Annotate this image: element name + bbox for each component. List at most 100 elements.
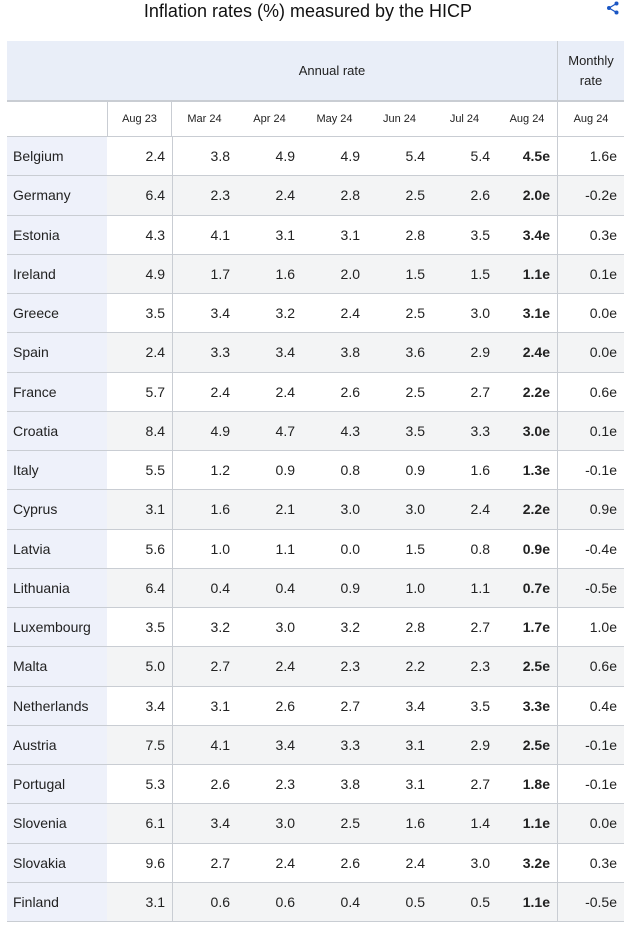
table-cell: 2.5 (367, 176, 432, 216)
table-cell: 3.1 (302, 215, 367, 255)
table-cell: 0.7e (497, 568, 557, 608)
table-cell: 0.8 (302, 451, 367, 491)
table-cell: 2.3 (432, 647, 497, 687)
table-cell: 2.6 (432, 176, 497, 216)
table-cell: 3.4 (237, 725, 302, 765)
table-cell: 8.4 (107, 411, 172, 451)
table-cell: 1.5 (432, 254, 497, 294)
table-cell: 3.0 (237, 608, 302, 648)
table-cell: 3.1 (367, 765, 432, 805)
row-label: Cyprus (7, 490, 107, 530)
table-cell: 2.5 (367, 294, 432, 334)
column-header: Aug 24 (497, 101, 557, 137)
table-cell: 2.2 (367, 647, 432, 687)
row-label: Slovenia (7, 804, 107, 844)
header-corner (7, 41, 107, 101)
table-cell: 4.3 (302, 411, 367, 451)
table-cell: 2.4 (237, 176, 302, 216)
table-cell: 1.1e (497, 804, 557, 844)
table-cell: 2.5 (367, 372, 432, 412)
table-cell: 6.4 (107, 568, 172, 608)
table-cell: 1.6e (557, 137, 624, 177)
table-cell: 0.9 (367, 451, 432, 491)
table-cell: 3.0 (432, 843, 497, 883)
table-cell: 1.2 (172, 451, 237, 491)
table-cell: 4.9 (237, 137, 302, 177)
table-cell: 2.4 (367, 843, 432, 883)
table-cell: -0.5e (557, 882, 624, 922)
table-cell: 3.5 (107, 608, 172, 648)
table-cell: 0.1e (557, 411, 624, 451)
table-cell: 0.5 (367, 882, 432, 922)
table-cell: 2.4 (107, 137, 172, 177)
column-header: Aug 23 (107, 101, 172, 137)
table-cell: 5.4 (432, 137, 497, 177)
table-cell: 0.0e (557, 333, 624, 373)
row-label: Slovakia (7, 843, 107, 883)
table-cell: -0.5e (557, 568, 624, 608)
group-header: Annual rate (107, 41, 557, 101)
table-cell: 5.7 (107, 372, 172, 412)
table-cell: 3.2 (237, 294, 302, 334)
table-cell: 3.5 (432, 686, 497, 726)
table-cell: 2.4 (107, 333, 172, 373)
table-cell: 4.9 (172, 411, 237, 451)
table-cell: 0.6 (237, 882, 302, 922)
table-cell: 2.4 (432, 490, 497, 530)
table-cell: 3.1 (367, 725, 432, 765)
table-cell: 3.0 (302, 490, 367, 530)
table-cell: 3.4 (107, 686, 172, 726)
table-cell: 2.0e (497, 176, 557, 216)
table-cell: 3.8 (302, 765, 367, 805)
table-cell: 2.3 (302, 647, 367, 687)
table-cell: 0.0e (557, 294, 624, 334)
row-label: Estonia (7, 215, 107, 255)
column-header: May 24 (302, 101, 367, 137)
table-cell: 4.9 (302, 137, 367, 177)
table-cell: 1.0 (172, 529, 237, 569)
share-icon[interactable] (606, 1, 620, 15)
table-cell: 2.4 (172, 372, 237, 412)
row-label: Italy (7, 451, 107, 491)
table-cell: 5.6 (107, 529, 172, 569)
table-cell: 4.9 (107, 254, 172, 294)
table-cell: 3.6 (367, 333, 432, 373)
table-cell: 0.6 (172, 882, 237, 922)
table-cell: 2.4 (237, 647, 302, 687)
table-cell: 6.4 (107, 176, 172, 216)
table-cell: 1.6 (172, 490, 237, 530)
table-cell: 0.4 (172, 568, 237, 608)
table-cell: 3.4 (172, 294, 237, 334)
table-cell: 0.6e (557, 647, 624, 687)
table-cell: 2.8 (367, 608, 432, 648)
table-cell: 3.4 (367, 686, 432, 726)
group-header: Monthly rate (557, 41, 624, 101)
table-cell: 2.3 (237, 765, 302, 805)
table-cell: 3.0 (237, 804, 302, 844)
row-label: Belgium (7, 137, 107, 177)
table-cell: 2.6 (302, 372, 367, 412)
table-cell: 3.2e (497, 843, 557, 883)
table-cell: 3.5 (432, 215, 497, 255)
table-cell: 3.4 (237, 333, 302, 373)
table-cell: 3.1e (497, 294, 557, 334)
table-cell: 3.3 (172, 333, 237, 373)
table-cell: 3.8 (302, 333, 367, 373)
table-cell: 2.5e (497, 647, 557, 687)
table-cell: 1.1 (432, 568, 497, 608)
table-cell: 2.4 (302, 294, 367, 334)
table-cell: 4.1 (172, 725, 237, 765)
table-cell: 2.4e (497, 333, 557, 373)
table-cell: 4.3 (107, 215, 172, 255)
table-cell: 2.8 (302, 176, 367, 216)
table-cell: 1.6 (367, 804, 432, 844)
table-cell: 3.5 (367, 411, 432, 451)
column-header: Aug 24 (557, 101, 624, 137)
table-cell: 2.1 (237, 490, 302, 530)
row-label: Netherlands (7, 686, 107, 726)
column-header: Jun 24 (367, 101, 432, 137)
table-cell: 5.0 (107, 647, 172, 687)
table-cell: 3.3e (497, 686, 557, 726)
table-cell: 2.2e (497, 372, 557, 412)
